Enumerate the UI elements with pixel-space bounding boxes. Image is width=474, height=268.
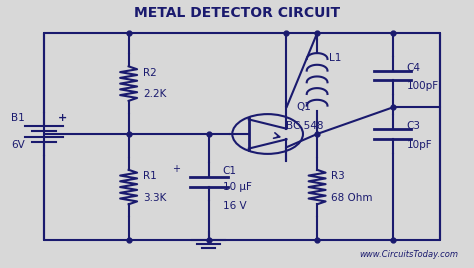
Text: C4: C4 bbox=[407, 63, 420, 73]
Text: BC 548: BC 548 bbox=[286, 121, 324, 131]
Text: 68 Ohm: 68 Ohm bbox=[331, 193, 373, 203]
Text: Q1: Q1 bbox=[296, 102, 311, 113]
Text: 3.3K: 3.3K bbox=[143, 193, 166, 203]
Text: 10pF: 10pF bbox=[407, 140, 432, 150]
Text: C3: C3 bbox=[407, 121, 420, 131]
Text: 6V: 6V bbox=[11, 140, 25, 150]
Text: R1: R1 bbox=[143, 172, 156, 181]
Text: 100pF: 100pF bbox=[407, 81, 439, 91]
Text: 10 μF: 10 μF bbox=[223, 182, 252, 192]
Text: 16 V: 16 V bbox=[223, 201, 246, 211]
Text: +: + bbox=[172, 164, 180, 174]
Text: R2: R2 bbox=[143, 68, 156, 78]
Text: B1: B1 bbox=[11, 113, 25, 123]
Text: www.CircuitsToday.com: www.CircuitsToday.com bbox=[359, 250, 458, 259]
Text: +: + bbox=[58, 113, 67, 123]
Text: C1: C1 bbox=[223, 166, 237, 176]
Text: METAL DETECTOR CIRCUIT: METAL DETECTOR CIRCUIT bbox=[134, 6, 340, 20]
Text: R3: R3 bbox=[331, 172, 345, 181]
Text: L1: L1 bbox=[329, 53, 341, 64]
Text: 2.2K: 2.2K bbox=[143, 89, 166, 99]
